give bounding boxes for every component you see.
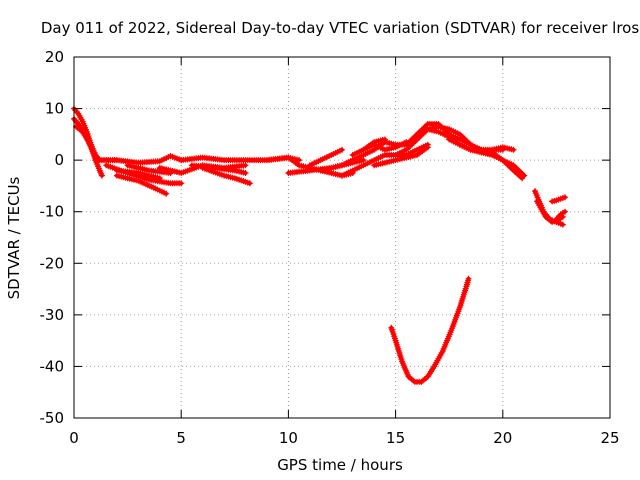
series-arc-3	[113, 172, 170, 197]
chart-title: Day 011 of 2022, Sidereal Day-to-day VTE…	[41, 19, 639, 37]
data-point	[381, 136, 388, 143]
x-tick-label: 15	[386, 429, 405, 447]
series-arc-8	[199, 164, 253, 187]
series-arc-18	[371, 144, 431, 169]
series-dip-arc	[388, 275, 472, 385]
data-point	[242, 170, 249, 176]
series-arc-5	[124, 162, 174, 176]
data-point	[296, 157, 303, 164]
x-tick-label: 20	[493, 429, 512, 447]
data-point	[246, 180, 253, 187]
data-point	[360, 157, 367, 164]
y-axis-label: SDTVAR / TECUs	[5, 176, 23, 299]
x-tick-label: 10	[279, 429, 298, 447]
y-tick-label: -10	[40, 203, 65, 221]
y-tick-label: -20	[40, 254, 65, 272]
tick-layer: 0 5 10 15 20 25 -50 -40 -30 -20 -10 0 10 20	[40, 48, 620, 447]
data-layer	[71, 105, 568, 385]
data-point	[562, 194, 568, 201]
data-point	[559, 221, 566, 228]
data-point	[465, 275, 472, 282]
series-late-arc-c	[549, 194, 568, 205]
series-arc-4	[113, 167, 163, 182]
x-tick-label: 25	[600, 429, 619, 447]
data-point	[521, 172, 528, 179]
series-arc-1	[92, 153, 185, 166]
y-tick-label: -30	[40, 306, 65, 324]
series-arc-9	[188, 162, 249, 176]
data-point	[242, 162, 249, 169]
x-tick-label: 0	[69, 429, 79, 447]
y-tick-label: -50	[40, 409, 65, 427]
data-point	[163, 190, 170, 197]
grid-layer	[74, 57, 610, 418]
y-tick-label: -40	[40, 357, 65, 375]
data-point	[424, 144, 431, 151]
data-point	[156, 175, 163, 182]
series-late-arc-d	[553, 208, 568, 223]
plot-frame	[73, 56, 611, 419]
y-tick-label: 20	[45, 48, 64, 66]
series-line	[389, 276, 471, 384]
x-tick-label: 5	[176, 429, 186, 447]
series-arc-13	[306, 146, 345, 169]
data-point	[562, 208, 568, 215]
series-arc-22	[446, 136, 526, 182]
y-tick-label: 10	[45, 100, 64, 118]
data-point	[510, 146, 517, 153]
series-arc-23	[478, 146, 528, 179]
data-point	[98, 172, 105, 179]
x-axis-label: GPS time / hours	[277, 456, 403, 474]
y-tick-label: 0	[54, 151, 64, 169]
data-point	[339, 146, 345, 153]
data-point	[178, 180, 185, 187]
